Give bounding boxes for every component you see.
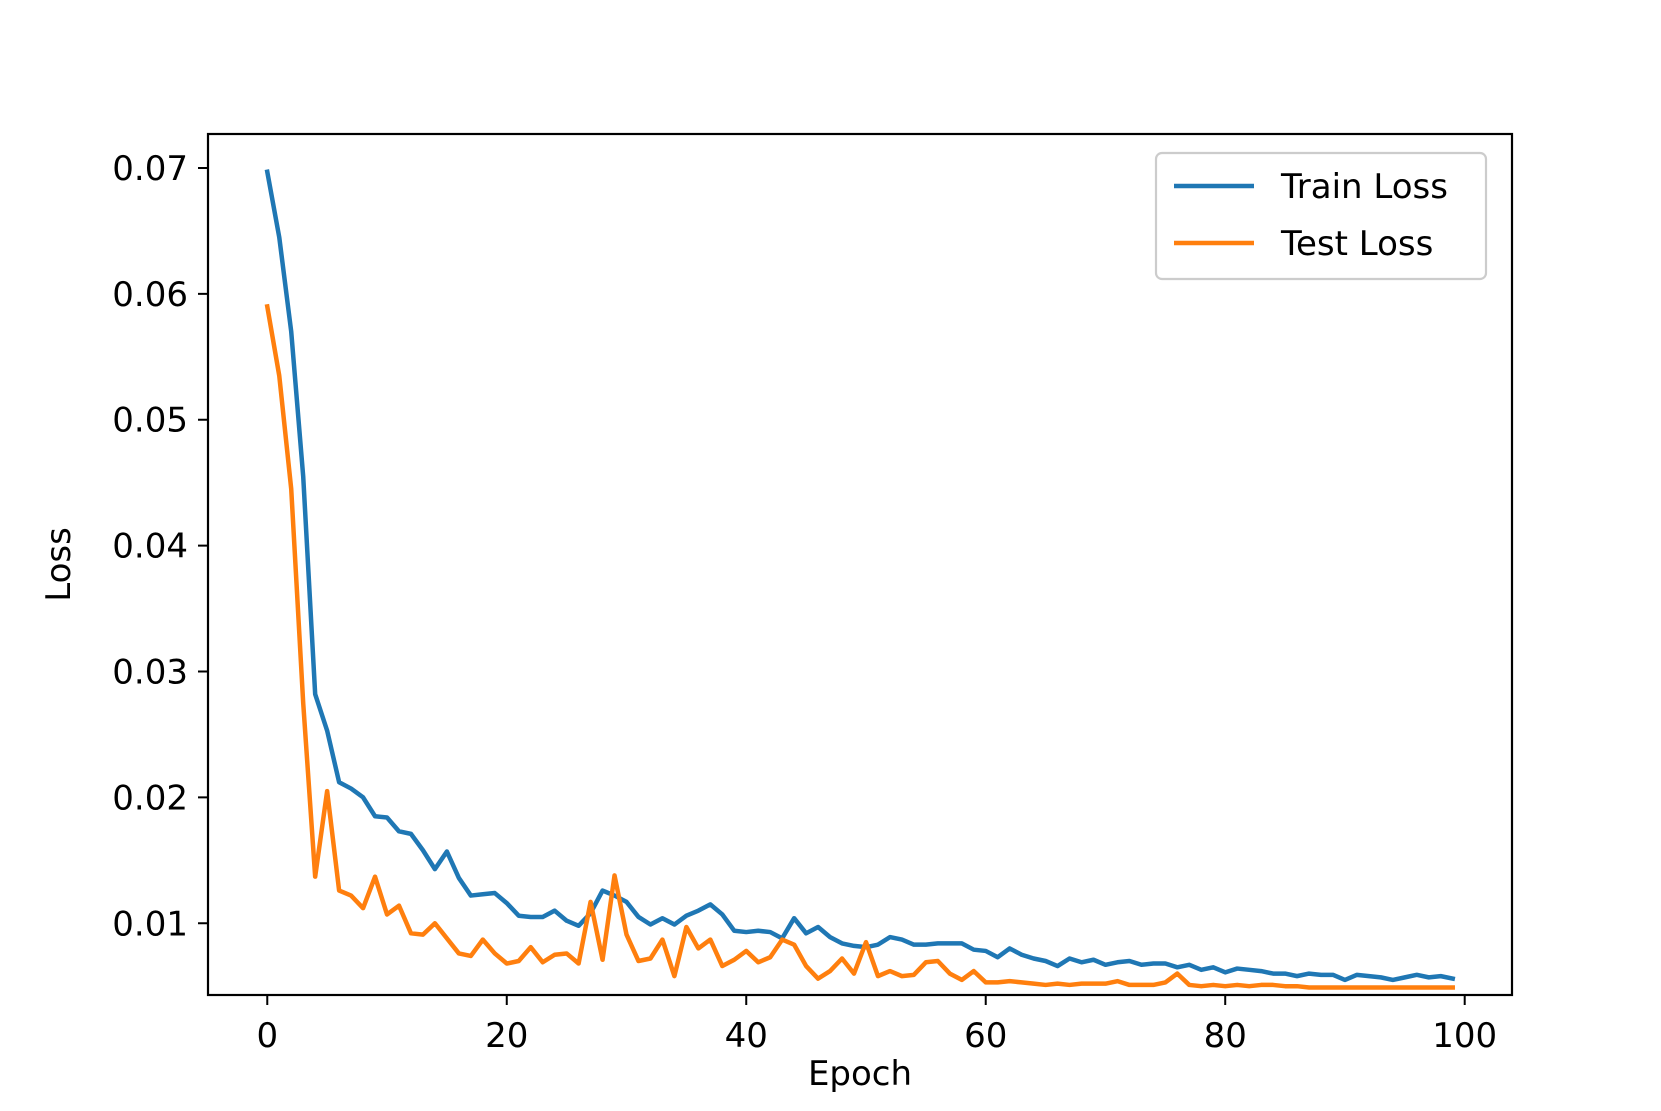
x-tick-label: 40 xyxy=(725,1016,768,1056)
legend: Train Loss Test Loss xyxy=(1154,151,1488,281)
x-tick-label: 20 xyxy=(485,1016,528,1056)
y-axis-ticks: 0.01 0.02 0.03 0.04 0.05 0.06 0.07 xyxy=(112,149,208,944)
y-tick-label: 0.04 xyxy=(112,527,188,567)
y-tick-label: 0.07 xyxy=(112,149,188,189)
y-tick-label: 0.05 xyxy=(112,401,188,441)
y-tick-label: 0.03 xyxy=(112,652,188,692)
x-tick-label: 0 xyxy=(256,1016,278,1056)
legend-label-test-loss: Test Loss xyxy=(1280,224,1433,264)
x-tick-label: 100 xyxy=(1432,1016,1497,1056)
series-line-test-loss xyxy=(264,303,1455,990)
x-tick-label: 60 xyxy=(964,1016,1007,1056)
plot-frame xyxy=(206,132,1514,997)
x-axis-ticks: 0 20 40 60 80 100 xyxy=(256,995,1497,1056)
x-tick-label: 80 xyxy=(1204,1016,1247,1056)
legend-label-train-loss: Train Loss xyxy=(1280,167,1448,207)
y-tick-label: 0.01 xyxy=(112,904,188,944)
y-tick-label: 0.06 xyxy=(112,275,188,315)
series-lines xyxy=(264,169,1456,990)
series-line-train-loss xyxy=(264,169,1456,983)
y-tick-label: 0.02 xyxy=(112,778,188,818)
x-axis-label: Epoch xyxy=(808,1054,912,1094)
y-axis-label: Loss xyxy=(39,527,79,602)
